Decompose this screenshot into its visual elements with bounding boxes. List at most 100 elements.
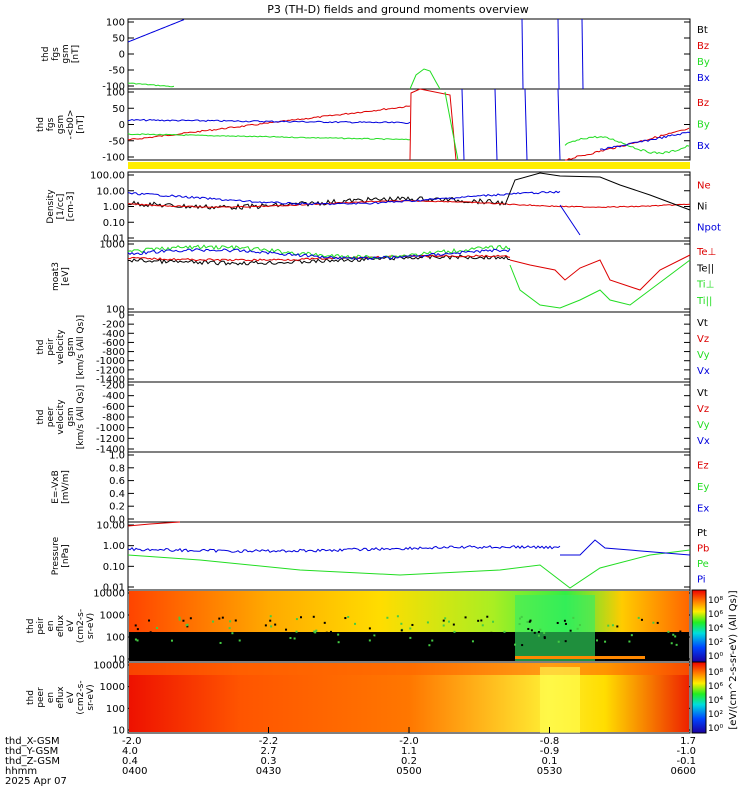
ytick-label: 100 [106,18,125,29]
legend-Te: Te⊥ [696,247,716,258]
ylabel-line: fgs [46,117,56,131]
legend-Bz: Bz [697,98,709,109]
ylabel-ion_spec: thd peir en eflux eV (cm2-s-sr-eV) [26,609,96,643]
ion-speckle [148,619,151,622]
legend-Vx: Vx [697,436,710,447]
ylabel-density: Density [1/cc] [cm-3] [46,189,76,224]
panel-frame [127,521,691,591]
trace-fgsm-bx [127,118,411,125]
ion-speckle [269,615,272,618]
ion-speckle [442,624,445,627]
ion-speckle [269,619,272,622]
ylabel-line: peir [36,617,46,635]
ion-speckle [136,639,139,642]
panel-temp: 1000 100 moat3 [eV] Te⊥ Te|| Ti⊥ Ti|| [51,240,716,316]
ion-speckle [504,638,507,641]
ion-speckle [134,638,137,641]
ion-speckle [616,625,619,628]
colorbar-tick-electron: 10⁴ [708,696,723,706]
ion-speckle [315,629,318,632]
ion-speckle [611,624,614,627]
trace-te-par [128,254,511,266]
ion-speckle [396,615,399,618]
ion-speckle [537,631,540,634]
ion-speckle [674,635,677,638]
ytick-label: 1.00 [103,202,125,213]
ytick-label: 100 [106,88,125,99]
ion-speckle [501,635,504,638]
ion-speckle [637,616,640,619]
trace-fgsm-bz-jump [409,88,457,161]
legend-Bt: Bt [697,25,708,36]
ion-speckle [285,628,288,631]
ion-speckle [656,621,659,624]
ylabel-fgs_m: thd fgs gsm -<b0> [nT] [36,110,86,140]
xaxis-date: 2025 Apr 07 [5,776,67,787]
ion-speckle [400,629,403,632]
ytick-label: -200 [102,320,125,331]
ion-speckle [640,618,643,621]
ion-speckle [299,637,302,640]
ion-speckle [453,630,456,633]
trace-te-perp [128,254,511,262]
ylabel-line: [km/s (All Qs)] [76,315,86,379]
ion-spectrogram-band [515,656,645,659]
legend-Bz: Bz [697,41,709,52]
trace-pi-peak [560,539,691,556]
ion-speckle [518,617,521,620]
ytick-label: -600 [102,338,125,349]
ion-speckle [368,627,371,630]
legend-Vt: Vt [697,388,708,399]
ylabel-line: thd [26,690,36,705]
ytick-label: 0.2 [109,502,125,513]
ion-speckle [186,625,189,628]
ion-speckle [386,616,389,619]
ytick-label: 0.6 [109,476,125,487]
trace-fgsm-by [127,133,411,141]
ylabel-line: -<b0> [66,110,76,140]
ytick-label: 50 [112,104,125,115]
ion-speckle [477,619,480,622]
ylabel-line: (cm2-s- [76,609,86,643]
ion-speckle [480,619,483,622]
spectrograms-group [129,591,689,733]
ion-speckle [471,640,474,643]
ylabel-line: [eV] [61,267,71,286]
trace-npot [127,190,561,206]
panel-frame [127,18,691,90]
ytick-label: 10.00 [96,521,125,532]
ylabel-line: velocity [56,399,66,435]
legend-By: By [697,120,710,131]
ion-speckle [314,631,317,634]
colorbar-ion [691,589,707,663]
ytick-label: -800 [102,347,125,358]
trace-fgsm-bx-recovery [599,131,691,151]
colorbar-tick-electron: 10⁰ [708,724,723,734]
trace-fgs-bx [127,19,185,43]
ylabel-line: velocity [56,329,66,365]
legend-Te: Te|| [696,263,714,274]
legend-Ti: Ti⊥ [696,280,714,291]
ytick-label: -50 [109,66,125,77]
ytick-label: 1000 [100,240,125,251]
ion-speckle [526,620,529,623]
ytick-label: 10 [112,655,125,666]
ylabel-line: (cm2-s- [76,680,86,714]
xtick-y_gsm: 2.7 [261,746,277,757]
xtick-x_gsm: -2.0 [122,736,142,747]
ytick-label: -50 [109,136,125,147]
ion-speckle [286,642,289,645]
plot-title: P3 (TH-D) fields and ground moments over… [267,3,529,16]
ion-speckle [155,626,158,629]
ion-speckle [529,619,532,622]
colorbar-tick-ion: 10⁰ [708,652,723,662]
colorbar-tick-electron: 10⁸ [708,668,723,678]
xaxis-row-label: thd_Y-GSM [5,746,58,757]
ion-speckle [347,615,350,618]
trace-fgsm-bx-spike [461,88,465,161]
ytick-label: 0 [119,120,125,131]
ytick-label: 100 [106,633,125,644]
electron-spectrogram-burst [540,667,580,733]
ion-speckle [492,620,495,623]
ion-speckle [143,631,146,634]
